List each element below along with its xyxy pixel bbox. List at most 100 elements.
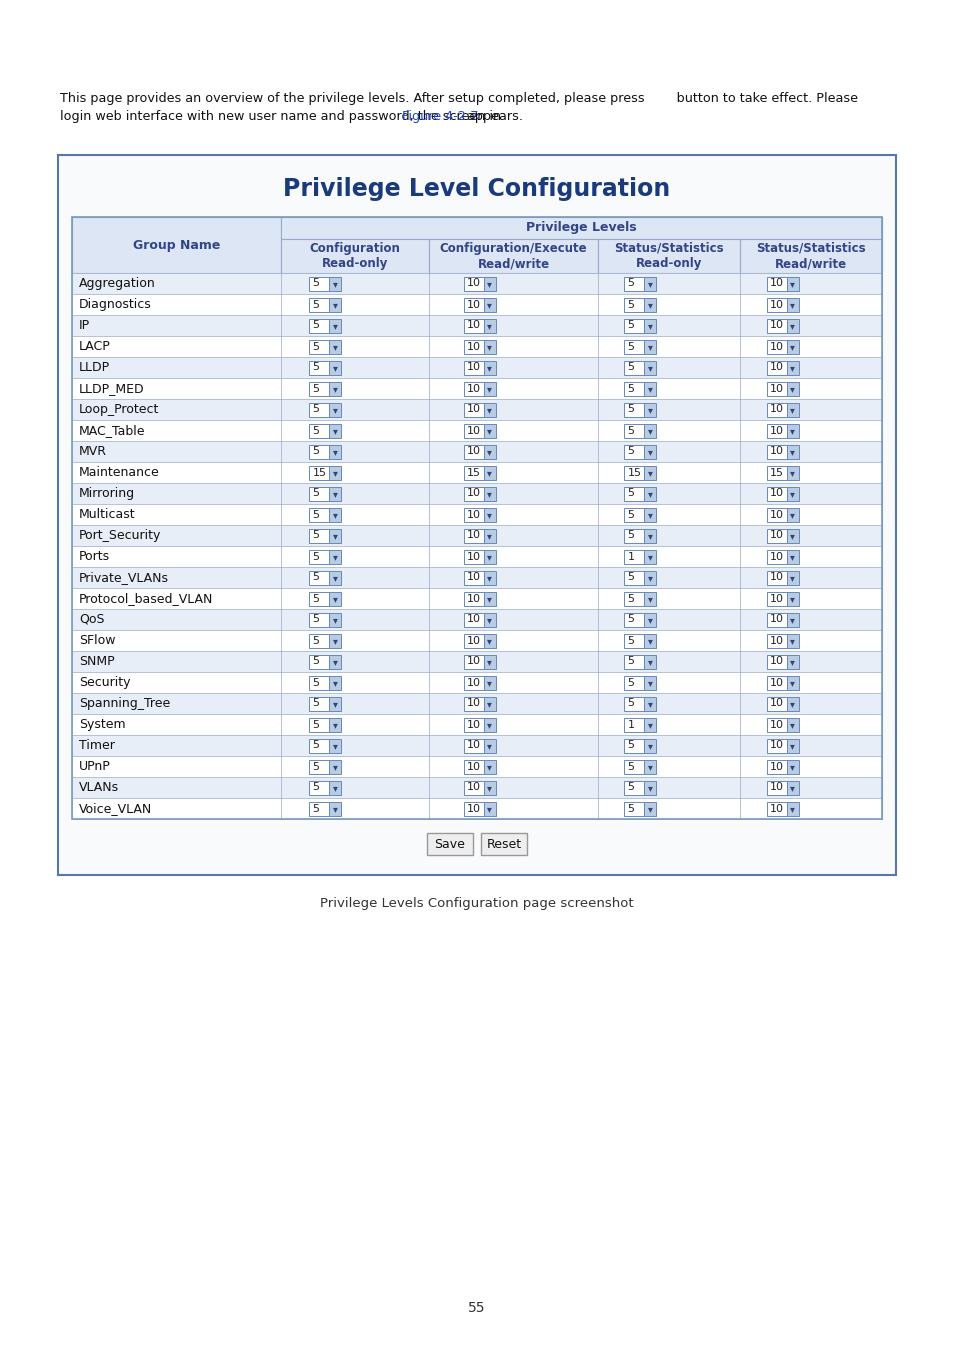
Bar	[463, 760, 483, 774]
Bar	[644, 738, 656, 752]
Bar	[71, 609, 882, 630]
Text: 5: 5	[313, 803, 319, 814]
Bar	[329, 402, 341, 417]
Text: 10: 10	[769, 741, 783, 751]
Text: 10: 10	[769, 614, 783, 625]
Text: 5: 5	[313, 447, 319, 456]
Text: 10: 10	[769, 320, 783, 331]
Text: ▾: ▾	[487, 574, 492, 583]
Text: ▾: ▾	[789, 510, 795, 521]
Text: ▾: ▾	[333, 321, 337, 332]
Text: Aggregation: Aggregation	[79, 277, 155, 290]
Text: ▾: ▾	[789, 616, 795, 625]
Bar	[329, 717, 341, 732]
Text: ▾: ▾	[789, 468, 795, 478]
Bar	[71, 217, 281, 273]
Text: ▾: ▾	[333, 552, 337, 563]
Bar	[644, 424, 656, 437]
Bar	[766, 571, 786, 585]
Bar	[483, 802, 496, 815]
Bar	[463, 402, 483, 417]
Text: Timer: Timer	[79, 738, 114, 752]
Bar	[483, 508, 496, 521]
Text: Save: Save	[435, 837, 465, 850]
Text: Spanning_Tree: Spanning_Tree	[79, 697, 170, 710]
Text: Diagnostics: Diagnostics	[79, 298, 152, 311]
Bar	[329, 780, 341, 795]
Text: ▾: ▾	[333, 363, 337, 374]
Text: ▾: ▾	[487, 741, 492, 752]
Text: ▾: ▾	[333, 427, 337, 436]
Text: Security: Security	[79, 676, 131, 688]
Text: 5: 5	[627, 278, 634, 289]
Bar	[766, 780, 786, 795]
Bar	[483, 466, 496, 479]
Text: 10: 10	[466, 761, 480, 771]
Text: ▾: ▾	[333, 741, 337, 752]
Text: 5: 5	[313, 342, 319, 351]
Text: Figure 4-2-7: Figure 4-2-7	[401, 109, 477, 123]
Bar	[766, 760, 786, 774]
Text: ▾: ▾	[487, 321, 492, 332]
Text: ▾: ▾	[487, 616, 492, 625]
Text: 10: 10	[769, 761, 783, 771]
Bar	[766, 402, 786, 417]
Text: ▾: ▾	[487, 721, 492, 730]
Bar	[786, 802, 798, 815]
Text: 5: 5	[313, 425, 319, 436]
Text: ▾: ▾	[333, 721, 337, 730]
Bar	[786, 780, 798, 795]
Text: ▾: ▾	[487, 763, 492, 772]
Text: 5: 5	[313, 720, 319, 729]
Text: ▾: ▾	[647, 385, 652, 394]
Text: ▾: ▾	[333, 510, 337, 521]
Bar	[786, 591, 798, 606]
Text: 10: 10	[466, 656, 480, 667]
Text: 10: 10	[466, 447, 480, 456]
Text: ▾: ▾	[789, 741, 795, 752]
Bar	[309, 549, 329, 563]
Text: login web interface with new user name and password, the screen in: login web interface with new user name a…	[60, 109, 504, 123]
Text: ▾: ▾	[487, 532, 492, 541]
Text: ▾: ▾	[487, 468, 492, 478]
Text: 10: 10	[769, 405, 783, 414]
Text: 5: 5	[313, 614, 319, 625]
Text: ▾: ▾	[789, 699, 795, 710]
Text: ▾: ▾	[789, 279, 795, 289]
Text: 10: 10	[769, 489, 783, 498]
Text: ▾: ▾	[487, 636, 492, 647]
Bar	[329, 444, 341, 459]
Bar	[329, 528, 341, 543]
Bar	[766, 360, 786, 374]
Text: 10: 10	[466, 783, 480, 792]
Text: MAC_Table: MAC_Table	[79, 424, 146, 437]
Text: ▾: ▾	[789, 636, 795, 647]
Bar	[483, 738, 496, 752]
Bar	[463, 528, 483, 543]
Text: 10: 10	[466, 594, 480, 603]
Bar	[786, 655, 798, 668]
Bar	[71, 462, 882, 483]
Bar	[786, 675, 798, 690]
Bar	[766, 319, 786, 332]
Bar	[644, 549, 656, 563]
Bar	[71, 672, 882, 693]
Bar	[766, 738, 786, 752]
Text: 10: 10	[769, 531, 783, 540]
Text: ▾: ▾	[789, 447, 795, 458]
Bar	[483, 297, 496, 312]
Bar	[766, 675, 786, 690]
Bar	[309, 717, 329, 732]
Bar	[329, 633, 341, 648]
Bar	[786, 760, 798, 774]
Bar	[309, 760, 329, 774]
Text: Ports: Ports	[79, 549, 110, 563]
Bar	[71, 378, 882, 400]
Bar	[329, 697, 341, 710]
Bar	[309, 444, 329, 459]
Bar	[463, 424, 483, 437]
Text: Voice_VLAN: Voice_VLAN	[79, 802, 152, 815]
Text: 10: 10	[466, 614, 480, 625]
Bar	[309, 402, 329, 417]
Bar	[329, 591, 341, 606]
